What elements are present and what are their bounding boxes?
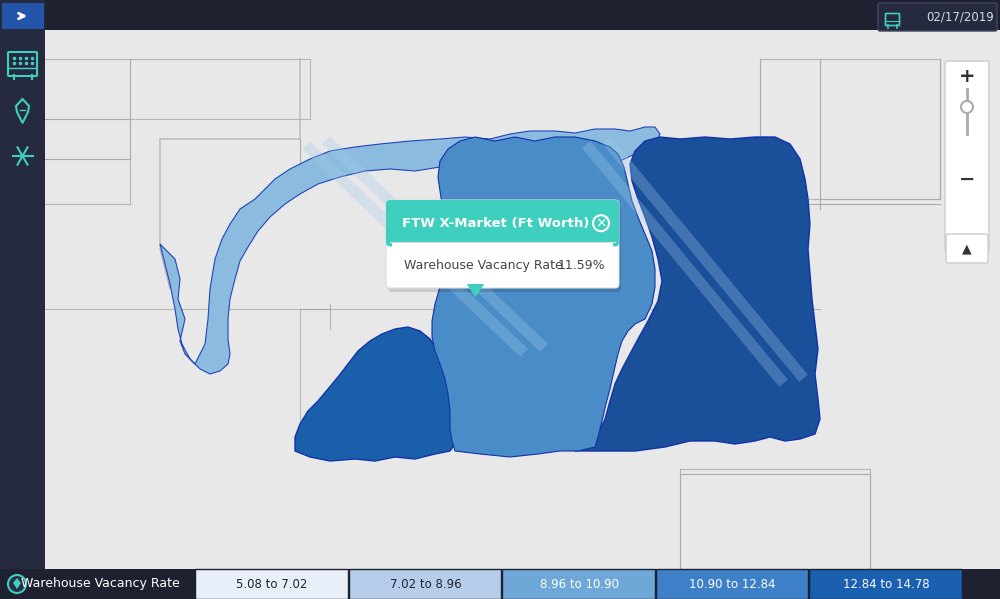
Polygon shape — [432, 137, 655, 457]
Bar — [390, 223, 615, 243]
FancyBboxPatch shape — [386, 200, 619, 246]
Polygon shape — [575, 137, 820, 451]
FancyBboxPatch shape — [878, 3, 997, 31]
Polygon shape — [45, 59, 1000, 569]
Text: 7.02 to 8.96: 7.02 to 8.96 — [390, 577, 461, 591]
Polygon shape — [468, 284, 484, 296]
Bar — [2, 137, 44, 175]
Circle shape — [8, 575, 26, 593]
Text: ×: × — [595, 216, 607, 230]
Bar — [392, 243, 613, 284]
FancyBboxPatch shape — [386, 200, 619, 288]
Circle shape — [961, 101, 973, 113]
Bar — [195, 569, 348, 599]
Text: Warehouse Vacancy Rate: Warehouse Vacancy Rate — [21, 577, 179, 591]
Bar — [502, 569, 655, 599]
Bar — [809, 569, 962, 599]
Text: 02/17/2019: 02/17/2019 — [926, 11, 994, 23]
Bar — [349, 569, 501, 599]
FancyBboxPatch shape — [945, 61, 989, 252]
Text: FTW X-Market (Ft Worth): FTW X-Market (Ft Worth) — [402, 217, 589, 229]
Polygon shape — [295, 327, 458, 461]
Text: 12.84 to 14.78: 12.84 to 14.78 — [843, 577, 930, 591]
Bar — [0, 0, 45, 599]
Polygon shape — [160, 127, 660, 374]
Text: 8.96 to 10.90: 8.96 to 10.90 — [540, 577, 618, 591]
Text: ▲: ▲ — [962, 243, 972, 256]
Text: +: + — [959, 68, 975, 86]
Bar — [390, 204, 615, 243]
Text: −: − — [959, 170, 975, 189]
Bar — [45, 30, 1000, 569]
Text: 5.08 to 7.02: 5.08 to 7.02 — [236, 577, 307, 591]
Bar — [2, 3, 44, 29]
Text: Warehouse Vacancy Rate: Warehouse Vacancy Rate — [404, 259, 563, 272]
Bar — [2, 41, 44, 79]
Polygon shape — [13, 578, 21, 589]
FancyBboxPatch shape — [946, 234, 988, 263]
Bar — [0, 569, 1000, 599]
Bar — [656, 569, 808, 599]
Bar — [2, 89, 44, 127]
FancyBboxPatch shape — [388, 204, 621, 292]
Text: 10.90 to 12.84: 10.90 to 12.84 — [689, 577, 776, 591]
Text: 11.59%: 11.59% — [557, 259, 605, 272]
